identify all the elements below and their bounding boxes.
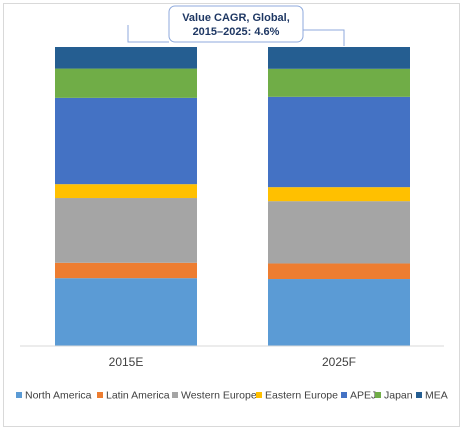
legend-swatch-western-europe	[172, 392, 178, 398]
legend-label-north-america: North America	[25, 390, 92, 402]
bar-2015e-north-america	[55, 278, 197, 346]
callout-leader-left	[127, 25, 169, 43]
legend: North America Latin America Western Europe…	[16, 390, 448, 402]
legend-label-mea: MEA	[425, 390, 448, 402]
legend-swatch-north-america	[16, 392, 22, 398]
callout-line-2: 2015–2025: 4.6%	[193, 26, 280, 38]
legend-swatch-mea	[416, 392, 422, 398]
bar-2015e-japan	[55, 68, 197, 98]
category-label-2025f: 2025F	[322, 355, 356, 369]
cagr-callout: Value CAGR, Global, 2015–2025: 4.6%	[127, 5, 345, 46]
bar-2025f-apej	[268, 96, 410, 188]
bar-2015e-mea	[55, 47, 197, 69]
legend-label-japan: Japan	[384, 390, 413, 402]
legend-swatch-eastern-europe	[256, 392, 262, 398]
category-label-2015e: 2015E	[109, 355, 144, 369]
callout-box	[168, 5, 304, 43]
legend-label-eastern-europe: Eastern Europe	[265, 390, 338, 402]
category-labels: 2015E 2025F	[109, 355, 356, 369]
chart-frame	[3, 3, 460, 427]
bar-2015e-apej	[55, 97, 197, 185]
bar-2025f-western-europe	[268, 201, 410, 264]
legend-label-western-europe: Western Europe	[181, 390, 257, 402]
bar-group	[55, 47, 410, 346]
callout-leader-right	[303, 29, 345, 46]
bar-2025f-eastern-europe	[268, 187, 410, 202]
bar-2015e-western-europe	[55, 198, 197, 263]
legend-swatch-japan	[375, 392, 381, 398]
bar-2015e-eastern-europe	[55, 184, 197, 199]
callout-line-1: Value CAGR, Global,	[182, 12, 290, 24]
legend-label-apej: APEJ	[350, 390, 376, 402]
legend-label-latin-america: Latin America	[106, 390, 170, 402]
bar-2025f-latin-america	[268, 263, 410, 280]
bar-2025f-north-america	[268, 279, 410, 346]
bar-2025f-japan	[268, 68, 410, 97]
legend-swatch-apej	[341, 392, 347, 398]
bar-2015e-latin-america	[55, 262, 197, 279]
bar-2025f-mea	[268, 47, 410, 69]
legend-swatch-latin-america	[97, 392, 103, 398]
